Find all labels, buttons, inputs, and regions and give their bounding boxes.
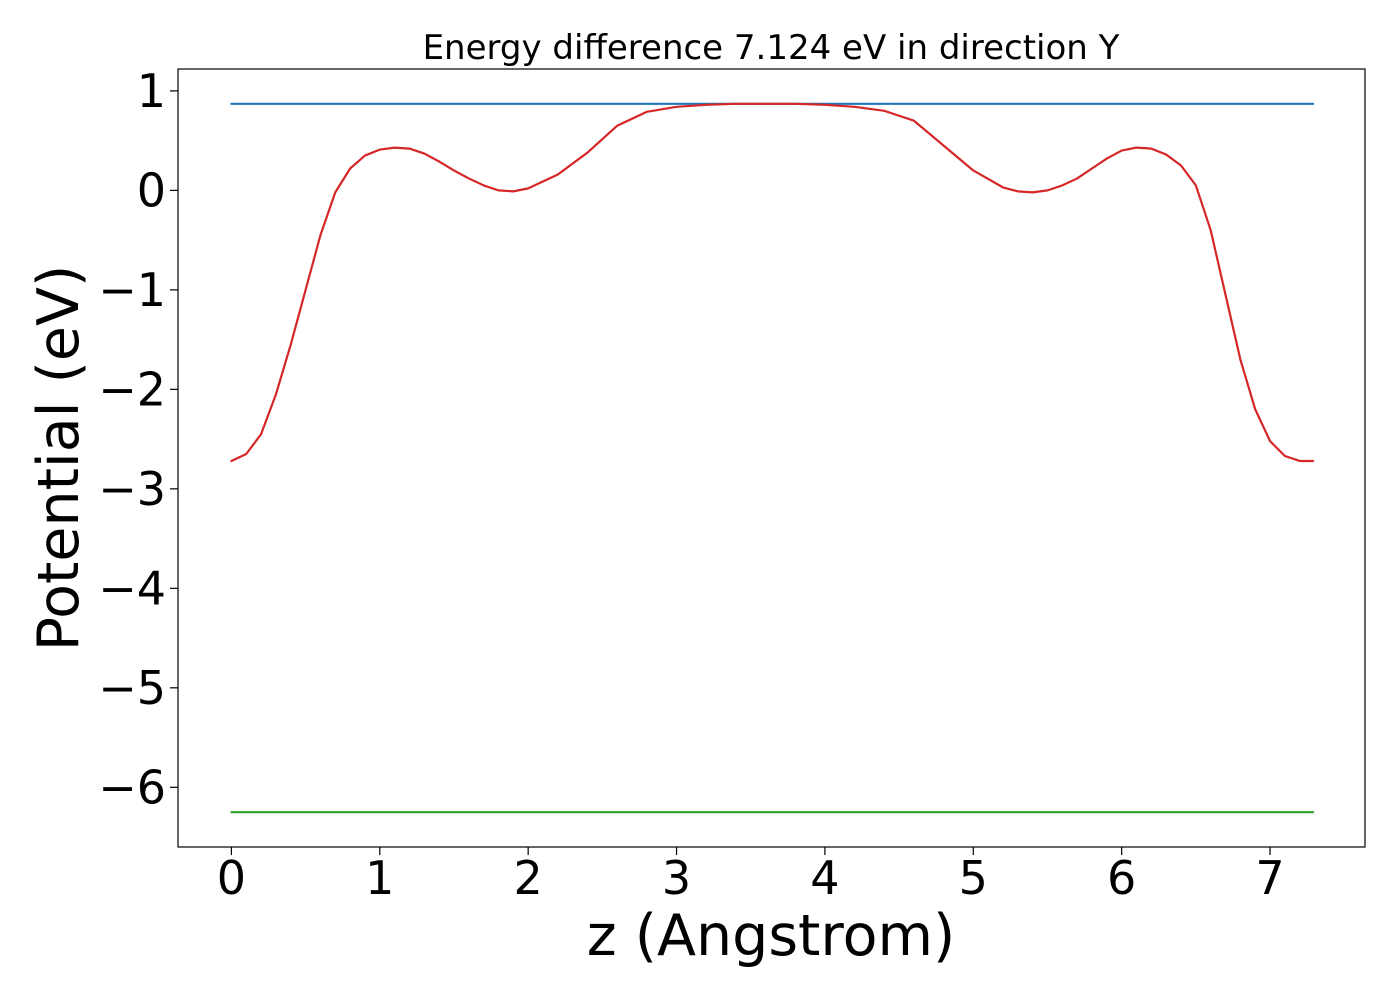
y-axis: 1 0 −1 −2 −3 −4 −5 −6 <box>98 64 178 814</box>
series-line-3 <box>230 102 1315 463</box>
y-axis-label: Potential (eV) <box>26 265 92 651</box>
chart-title: Energy difference 7.124 eV in direction … <box>423 28 1120 68</box>
y-tick-label: −3 <box>98 462 166 516</box>
y-tick-label: 1 <box>137 64 166 118</box>
x-tick-label: 3 <box>662 851 691 905</box>
x-tick-label: 7 <box>1255 851 1284 905</box>
plot-frame <box>177 68 1366 848</box>
y-tick-label: −6 <box>98 760 166 814</box>
y-tick-label: −2 <box>98 362 166 416</box>
x-tick-label: 1 <box>365 851 394 905</box>
x-axis-label: z (Angstrom) <box>587 903 955 969</box>
y-tick-label: −5 <box>98 661 166 715</box>
x-axis: 0 1 2 3 4 5 6 7 <box>217 847 1285 905</box>
series-layer <box>230 102 1315 814</box>
y-tick-label: 0 <box>137 163 166 217</box>
x-tick-label: 6 <box>1107 851 1136 905</box>
y-tick-label: −1 <box>98 263 166 317</box>
y-tick-label: −4 <box>98 561 166 615</box>
x-tick-label: 4 <box>810 851 839 905</box>
x-tick-label: 5 <box>959 851 988 905</box>
x-tick-label: 0 <box>217 851 246 905</box>
x-tick-label: 2 <box>514 851 543 905</box>
